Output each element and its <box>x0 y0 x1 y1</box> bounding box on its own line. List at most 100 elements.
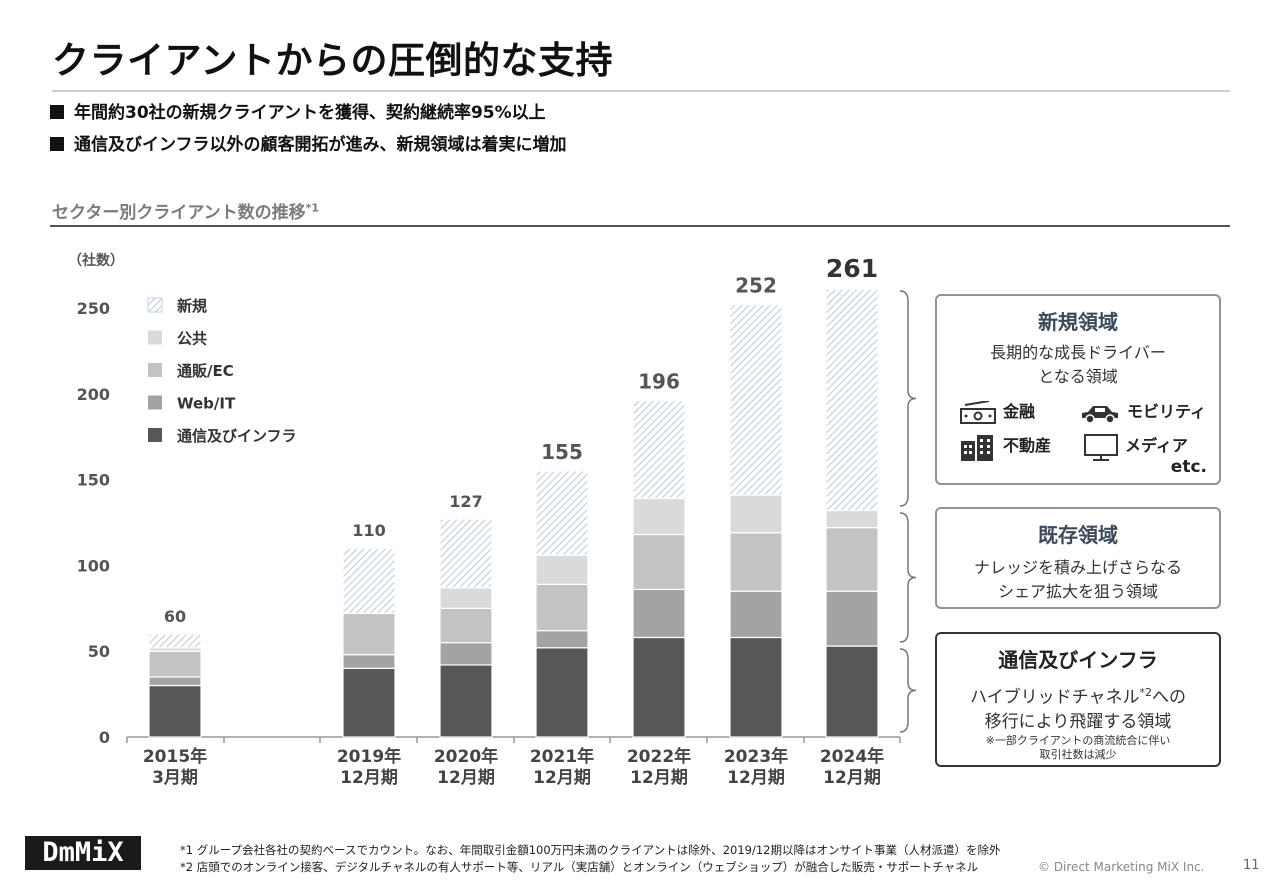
x-tick-label: 12月期 <box>630 768 688 788</box>
etc-label: etc. <box>1170 457 1207 477</box>
bar-segment-公共 <box>632 497 686 536</box>
x-tick-label: 12月期 <box>437 768 495 788</box>
legend-swatch <box>148 395 162 410</box>
section-title: セクター別クライアント数の推移*1 <box>52 198 319 223</box>
footnote-mark: *2 <box>1139 686 1153 699</box>
building-icon <box>961 434 993 461</box>
existing-domain-description: ナレッジを積み上げさらなる シェア拡大を狙う領域 <box>937 556 1219 604</box>
total-data-label: 155 <box>541 440 583 464</box>
description-text: への <box>1152 687 1186 708</box>
bar-segment-Web/IT <box>148 676 202 687</box>
new-domain-title: 新規領域 <box>1038 310 1118 334</box>
y-tick-label: 0 <box>99 728 110 747</box>
company-logo: DmMiX <box>25 836 141 870</box>
page-title: クライアントからの圧倒的な支持 <box>52 39 614 82</box>
legend-swatch <box>148 330 162 345</box>
telecom-domain-brace <box>899 648 917 733</box>
x-tick-label: 12月期 <box>340 768 398 788</box>
bar-segment-公共 <box>439 587 493 609</box>
bullet-list: 年間約30社の新規クライアントを獲得、契約継続率95%以上 通信及びインフラ以外… <box>50 98 567 162</box>
description-line: となる領域 <box>1038 367 1118 386</box>
car-icon <box>1082 405 1118 424</box>
square-bullet-icon <box>50 137 64 151</box>
description-line: ナレッジを積み上げさらなる <box>973 558 1182 577</box>
x-tick-label: 12月期 <box>823 768 881 788</box>
sector-label: メディア <box>1125 436 1188 455</box>
x-tick-label: 2015年 <box>143 746 207 767</box>
description-line: 長期的な成長ドライバー <box>990 343 1166 362</box>
bar-segment-通販/EC <box>729 532 783 592</box>
bar-segment-新規 <box>632 400 686 500</box>
sector-real-estate: 不動産 <box>959 432 1051 461</box>
bar-segment-新規 <box>439 518 493 589</box>
telecom-domain-title: 通信及びインフラ <box>998 648 1158 672</box>
bar-segment-Web/IT <box>729 590 783 639</box>
bar-segment-公共 <box>729 494 783 534</box>
x-tick-label: 2021年 <box>530 746 594 767</box>
y-axis-unit-label: （社数） <box>68 252 124 269</box>
bar-segment-通販/EC <box>439 607 493 644</box>
existing-domain-title: 既存領域 <box>1038 523 1118 547</box>
page-number: 11 <box>1243 858 1260 873</box>
bar-segment-新規 <box>825 288 879 512</box>
bar-segment-通販/EC <box>825 527 879 592</box>
legend-label: 新規 <box>177 297 207 315</box>
money-icon <box>960 399 996 424</box>
x-tick-label: 2024年 <box>820 746 884 767</box>
new-domain-box: 新規領域 長期的な成長ドライバー となる領域 金融 モビリティ 不動産 <box>935 294 1221 485</box>
total-data-label: 196 <box>638 370 680 394</box>
bar-segment-通信及びインフラ <box>342 667 396 738</box>
bar-segment-通販/EC <box>535 583 589 632</box>
total-data-label: 127 <box>449 492 482 511</box>
new-domain-brace <box>899 290 917 507</box>
section-title-footnote-mark: *1 <box>305 201 320 215</box>
total-data-label: 60 <box>164 607 186 626</box>
y-tick-label: 50 <box>88 642 110 661</box>
bar-segment-通信及びインフラ <box>825 645 879 738</box>
bar-segment-通信及びインフラ <box>148 684 202 738</box>
bar-segment-新規 <box>342 547 396 615</box>
bar-segment-通信及びインフラ <box>729 636 783 738</box>
bar-segment-通販/EC <box>342 612 396 656</box>
legend-label: Web/IT <box>177 395 236 413</box>
new-domain-description: 長期的な成長ドライバー となる領域 <box>937 341 1219 389</box>
monitor-icon <box>1084 433 1118 461</box>
bar-segment-公共 <box>825 509 879 529</box>
section-title-text: セクター別クライアント数の推移 <box>52 203 306 223</box>
x-tick-label: 2022年 <box>627 746 691 767</box>
footnote-2: *2 店頭でのオンライン接客、デジタルチャネルの有人サポート等、リアル（実店舗）… <box>180 860 979 874</box>
description-line: 移行により飛躍する領域 <box>984 711 1172 732</box>
legend-swatch <box>147 297 163 313</box>
existing-domain-box: 既存領域 ナレッジを積み上げさらなる シェア拡大を狙う領域 <box>935 507 1221 609</box>
sector-mobility: モビリティ <box>1079 398 1206 424</box>
x-tick-label: 12月期 <box>533 768 591 788</box>
copyright: © Direct Marketing MiX Inc. <box>1038 860 1205 874</box>
x-tick-label: 12月期 <box>727 768 785 788</box>
x-tick-label: 2020年 <box>434 746 498 767</box>
y-tick-label: 100 <box>77 556 110 575</box>
bar-segment-新規 <box>729 303 783 496</box>
y-tick-label: 200 <box>77 385 110 404</box>
bar-segment-通信及びインフラ <box>439 664 493 738</box>
bar-segment-新規 <box>148 633 202 649</box>
sector-media: メディア <box>1083 432 1188 461</box>
bullet-text: 年間約30社の新規クライアントを獲得、契約継続率95%以上 <box>74 103 546 123</box>
bar-segment-Web/IT <box>535 630 589 649</box>
bar-segment-新規 <box>535 470 589 556</box>
telecom-note: ※一部クライアントの商流統合に伴い 取引社数は減少 <box>937 734 1219 762</box>
note-line: 取引社数は減少 <box>1039 747 1117 761</box>
description-line: シェア拡大を狙う領域 <box>997 582 1158 601</box>
bullet-item: 年間約30社の新規クライアントを獲得、契約継続率95%以上 <box>50 98 567 130</box>
total-data-label: 261 <box>826 254 878 283</box>
sector-finance: 金融 <box>959 398 1035 425</box>
bar-segment-通販/EC <box>148 650 202 678</box>
bar-segment-Web/IT <box>825 590 879 647</box>
section-divider <box>50 225 1230 227</box>
x-tick-label: 2023年 <box>724 746 788 767</box>
sector-label: 金融 <box>1003 402 1036 421</box>
legend-swatch <box>148 363 162 377</box>
total-data-label: 110 <box>352 521 385 540</box>
sector-label: モビリティ <box>1127 402 1207 421</box>
title-divider <box>52 90 1230 92</box>
